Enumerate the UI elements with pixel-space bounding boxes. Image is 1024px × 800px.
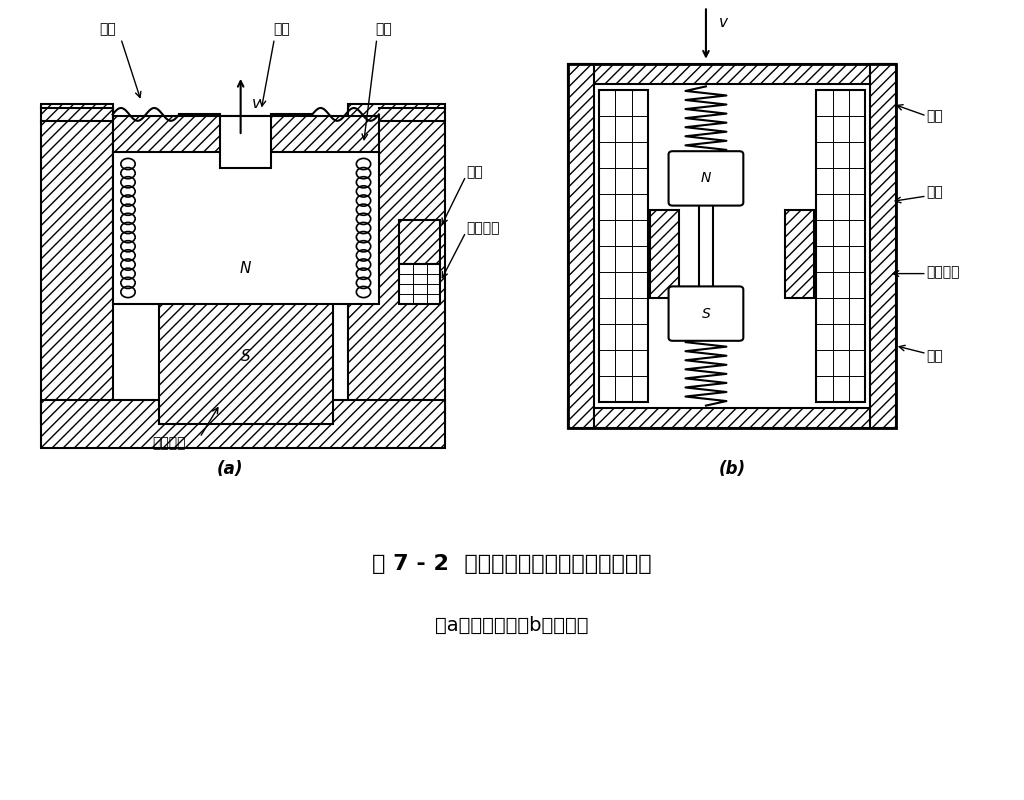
Text: 永久磁铁: 永久磁铁 [927,265,961,279]
Bar [816,90,865,402]
Bar [348,104,445,424]
Text: 壳体: 壳体 [927,109,943,123]
Text: $v$: $v$ [251,97,262,111]
Text: 磁轭: 磁轭 [466,165,482,179]
Text: 线圈: 线圈 [927,185,943,199]
Bar [159,200,333,424]
Bar [159,144,200,208]
Bar [113,152,379,304]
Text: 弹簧: 弹簧 [99,22,116,36]
Text: (a): (a) [217,460,244,478]
Bar [568,64,896,428]
Bar [568,408,896,428]
Bar [399,220,440,264]
Text: $N$: $N$ [240,260,252,276]
Bar [870,64,896,428]
Bar [785,210,814,298]
Text: 极掌: 极掌 [273,22,290,36]
Text: $N$: $N$ [700,171,712,186]
Bar [699,202,713,290]
Bar [568,64,896,84]
Bar [568,64,594,428]
FancyBboxPatch shape [669,151,743,206]
Bar [599,90,648,402]
Text: $S$: $S$ [241,348,251,364]
Bar [41,104,113,424]
Bar [113,116,379,160]
Text: 图 7 - 2  恒磁通式磁电传感器结构原理图: 图 7 - 2 恒磁通式磁电传感器结构原理图 [372,554,652,574]
Bar [650,210,679,298]
Text: 永久磁铁: 永久磁铁 [153,436,185,450]
Text: （a）动圈式；（b）动铁式: （a）动圈式；（b）动铁式 [435,616,589,635]
Text: (b): (b) [719,460,745,478]
Text: $S$: $S$ [700,306,711,321]
Bar [399,264,440,304]
Text: $v$: $v$ [718,15,729,30]
Text: 补偿线圈: 补偿线圈 [466,221,500,235]
Bar [41,400,445,448]
FancyBboxPatch shape [669,286,743,341]
Bar [220,116,271,168]
Text: 弹簧: 弹簧 [927,349,943,363]
Bar [292,144,333,208]
Text: 线圈: 线圈 [376,22,392,36]
